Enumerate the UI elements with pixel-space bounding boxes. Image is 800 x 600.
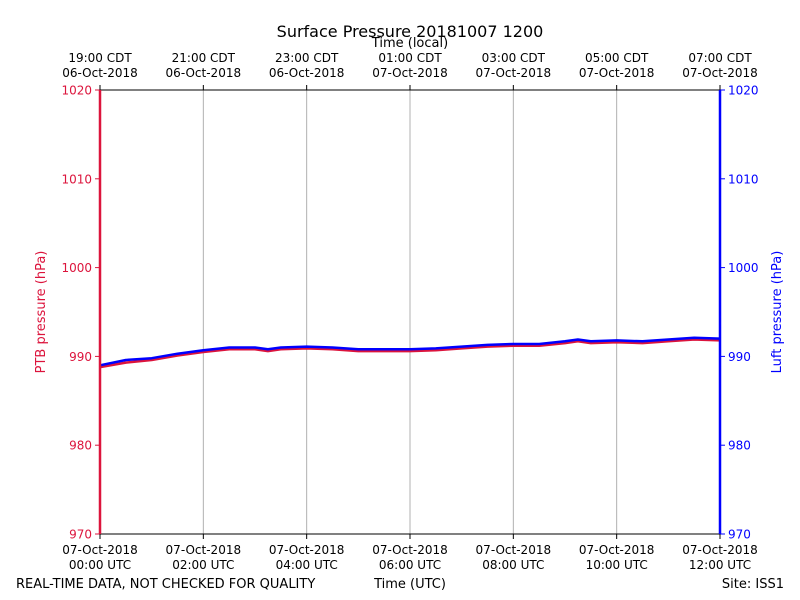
left-tick-label: 970 bbox=[69, 528, 92, 542]
bottom-tick-date: 07-Oct-2018 bbox=[372, 543, 448, 557]
top-axis-label: Time (local) bbox=[371, 36, 448, 51]
bottom-tick-time: 02:00 UTC bbox=[172, 558, 234, 572]
right-axis-label: Luft pressure (hPa) bbox=[770, 251, 785, 374]
top-tick-date: 07-Oct-2018 bbox=[682, 66, 758, 80]
bottom-tick-date: 07-Oct-2018 bbox=[166, 543, 242, 557]
top-tick-time: 19:00 CDT bbox=[68, 51, 132, 65]
gridlines bbox=[99, 90, 721, 534]
data-series bbox=[99, 336, 721, 369]
bottom-tick-date: 07-Oct-2018 bbox=[62, 543, 138, 557]
right-tick-label: 1000 bbox=[728, 261, 759, 275]
bottom-tick-time: 04:00 UTC bbox=[276, 558, 338, 572]
bottom-tick-time: 08:00 UTC bbox=[482, 558, 544, 572]
bottom-tick-date: 07-Oct-2018 bbox=[476, 543, 552, 557]
top-tick-time: 07:00 CDT bbox=[688, 51, 752, 65]
left-tick-label: 1000 bbox=[61, 261, 92, 275]
left-tick-label: 1020 bbox=[61, 84, 92, 98]
top-tick-time: 21:00 CDT bbox=[172, 51, 236, 65]
bottom-tick-time: 00:00 UTC bbox=[69, 558, 131, 572]
top-tick-date: 06-Oct-2018 bbox=[166, 66, 242, 80]
right-tick-label: 1010 bbox=[728, 172, 759, 186]
bottom-tick-time: 12:00 UTC bbox=[689, 558, 751, 572]
top-tick-date: 06-Oct-2018 bbox=[62, 66, 138, 80]
right-tick-label: 980 bbox=[728, 439, 751, 453]
top-tick-time: 05:00 CDT bbox=[585, 51, 649, 65]
bottom-tick-time: 06:00 UTC bbox=[379, 558, 441, 572]
bottom-tick-date: 07-Oct-2018 bbox=[269, 543, 345, 557]
right-tick-label: 1020 bbox=[728, 84, 759, 98]
bottom-tick-date: 07-Oct-2018 bbox=[682, 543, 758, 557]
top-tick-date: 07-Oct-2018 bbox=[579, 66, 655, 80]
series-line-ptb bbox=[99, 338, 721, 369]
quality-notice: REAL-TIME DATA, NOT CHECKED FOR QUALITY bbox=[16, 577, 315, 592]
top-tick-time: 03:00 CDT bbox=[482, 51, 546, 65]
right-tick-label: 990 bbox=[728, 350, 751, 364]
top-tick-date: 06-Oct-2018 bbox=[269, 66, 345, 80]
left-axis-label: PTB pressure (hPa) bbox=[34, 251, 49, 374]
right-tick-label: 970 bbox=[728, 528, 751, 542]
left-tick-label: 1010 bbox=[61, 172, 92, 186]
y-axis-ticks: 970 970 980 980 990 990 1000 1000 1010 1010 1020 10… bbox=[61, 84, 758, 542]
top-tick-date: 07-Oct-2018 bbox=[476, 66, 552, 80]
bottom-tick-time: 10:00 UTC bbox=[586, 558, 648, 572]
left-tick-label: 980 bbox=[69, 439, 92, 453]
top-tick-date: 07-Oct-2018 bbox=[372, 66, 448, 80]
left-tick-label: 990 bbox=[69, 350, 92, 364]
bottom-axis-label: Time (UTC) bbox=[373, 577, 446, 592]
top-tick-time: 01:00 CDT bbox=[378, 51, 442, 65]
chart-title: Surface Pressure 20181007 1200 bbox=[277, 22, 544, 41]
bottom-tick-date: 07-Oct-2018 bbox=[579, 543, 655, 557]
top-tick-time: 23:00 CDT bbox=[275, 51, 339, 65]
series-line-luft bbox=[99, 336, 721, 367]
site-label: Site: ISS1 bbox=[722, 577, 784, 592]
